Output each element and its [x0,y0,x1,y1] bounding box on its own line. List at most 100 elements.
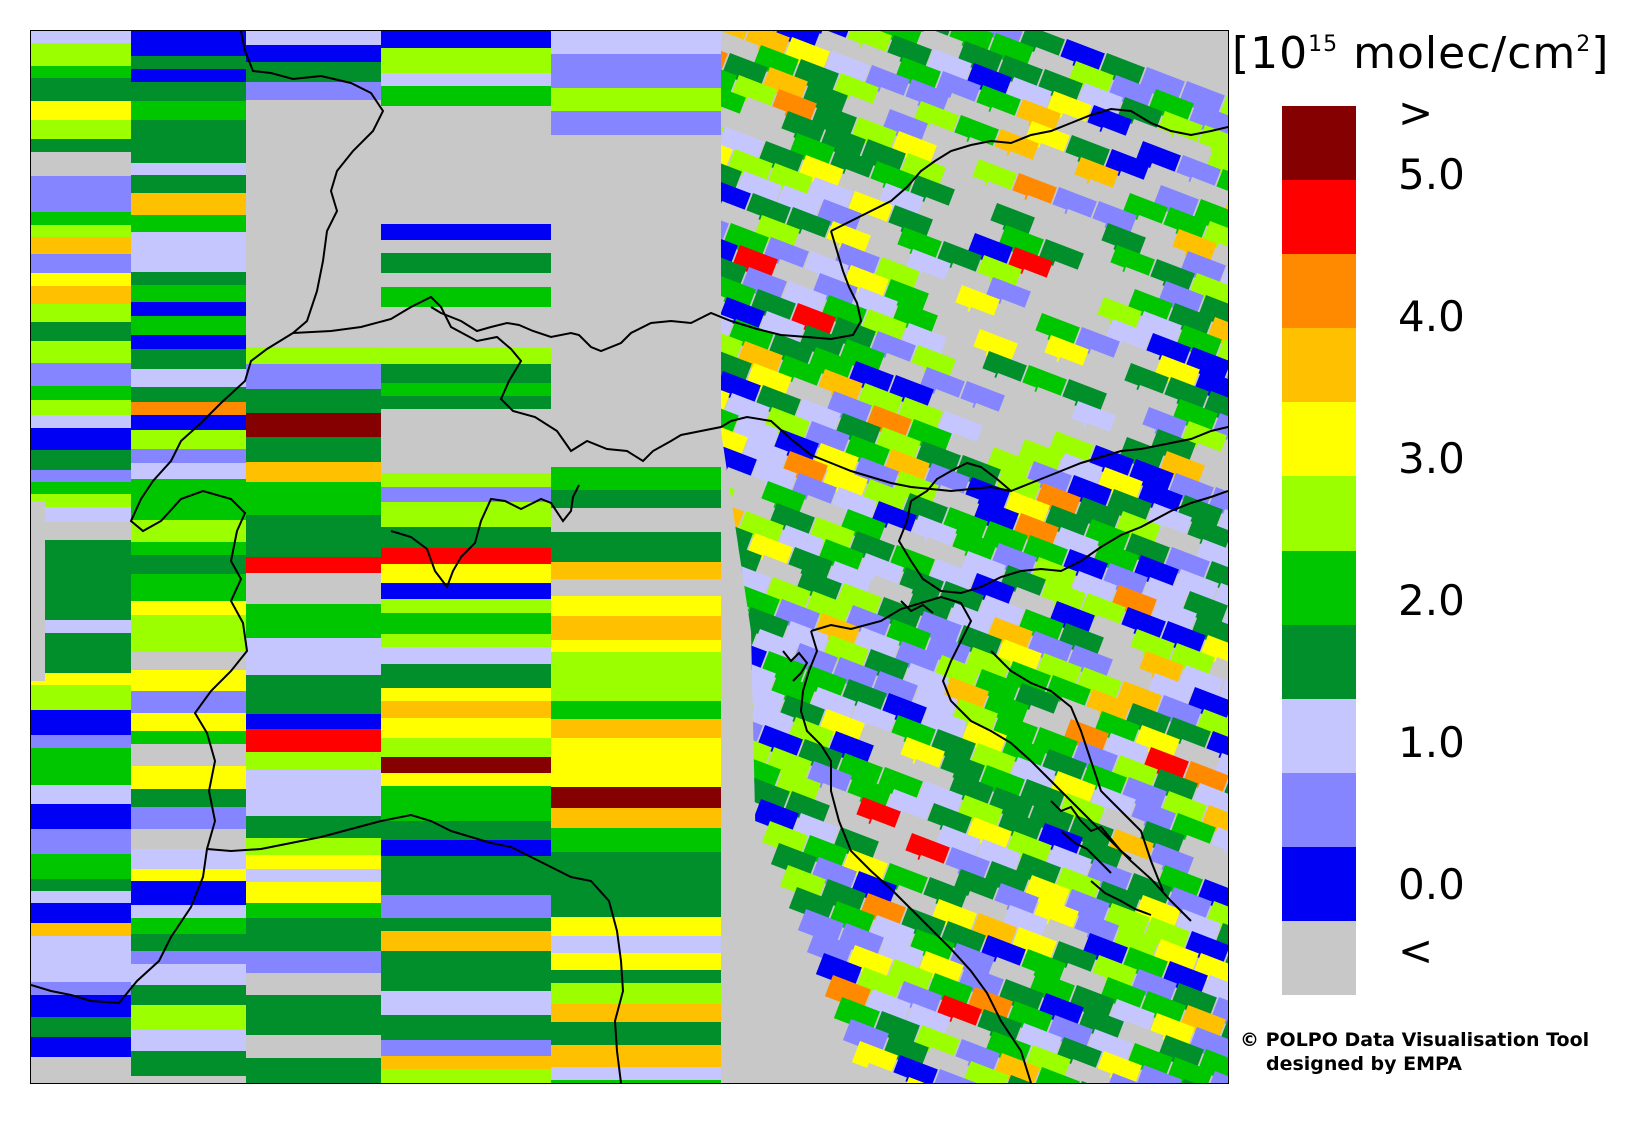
pixel [1068,985,1115,1021]
pixel [31,273,131,286]
pixel [1146,673,1193,709]
pixel [1012,513,1059,549]
pixel [246,1035,381,1058]
pixel [31,748,131,763]
pixel [987,787,1034,823]
pixel [1059,963,1106,999]
pixel [246,692,381,714]
pixel [1185,517,1228,553]
pixel [1018,31,1065,61]
pixel [551,719,721,738]
colorbar-box [1282,624,1356,700]
pixel [551,616,721,640]
pixel [381,240,551,253]
pixel [962,307,1009,343]
pixel [1074,497,1121,533]
pixel [551,253,721,267]
pixel [1014,853,1061,889]
pixel [1119,607,1166,643]
pixel [1117,267,1164,303]
credits-line-2: designed by EMPA [1266,1053,1462,1075]
pixel [246,951,381,973]
pixel [824,975,871,1011]
pixel [774,31,821,51]
pixel [755,555,802,591]
pixel [904,1003,951,1039]
pixel [1211,413,1228,449]
pixel [722,223,769,259]
pixel [1189,443,1228,479]
pixel [31,450,131,470]
pixel [774,769,821,805]
pixel [950,529,997,565]
pixel [941,507,988,543]
pixel [131,430,246,449]
pixel [31,66,131,78]
pixel [1215,339,1228,375]
pixel [1086,1029,1133,1065]
pixel [31,212,131,225]
pixel [381,137,551,161]
pixel [934,825,981,861]
pixel [917,951,964,987]
pixel [1103,149,1150,185]
pixel [1113,341,1160,377]
pixel [909,345,956,381]
pixel [246,869,381,882]
pixel [721,83,746,119]
pixel [1006,1001,1053,1037]
pixel [1178,835,1225,871]
pixel [939,167,986,203]
border-east [730,415,1228,493]
pixel [919,537,966,573]
pixel [933,655,980,691]
pixel [817,539,864,575]
pixel [1024,291,1071,327]
pixel [1135,311,1182,347]
pixel [782,621,829,657]
pixel [872,87,919,123]
pixel [551,267,721,286]
pixel [551,808,721,828]
pixel [949,359,996,395]
pixel [551,596,721,616]
pixel [926,973,973,1009]
pixel [551,111,721,135]
pixel [246,482,381,500]
pixel [381,396,551,409]
pixel [1140,407,1187,443]
pixel [1152,939,1199,975]
pixel [381,383,551,396]
pixel [874,427,921,463]
pixel [1015,1023,1062,1059]
pixel [1158,451,1205,487]
pixel [962,1061,1009,1083]
pixel [1075,667,1122,703]
pixel [1103,903,1150,939]
pixel [1020,365,1067,401]
pixel [1123,533,1170,569]
pixel [381,701,551,718]
pixel [721,53,768,89]
pixel [551,1045,721,1067]
pixel [31,193,131,212]
pixel [381,895,551,918]
pixel [938,751,985,787]
pixel [381,821,551,840]
pixel [551,828,721,852]
pixel [551,508,721,532]
pixel [131,175,246,193]
pixel [761,67,808,103]
pixel [984,1031,1031,1067]
pixel [551,983,721,1004]
pixel [1111,755,1158,791]
pixel [31,804,131,829]
pixel [779,865,826,901]
pixel [1005,77,1052,113]
pixel [246,604,381,625]
pixel [1066,645,1113,681]
pixel [783,791,830,827]
pixel [131,56,246,69]
pixel [732,415,779,451]
pixel [935,995,982,1031]
